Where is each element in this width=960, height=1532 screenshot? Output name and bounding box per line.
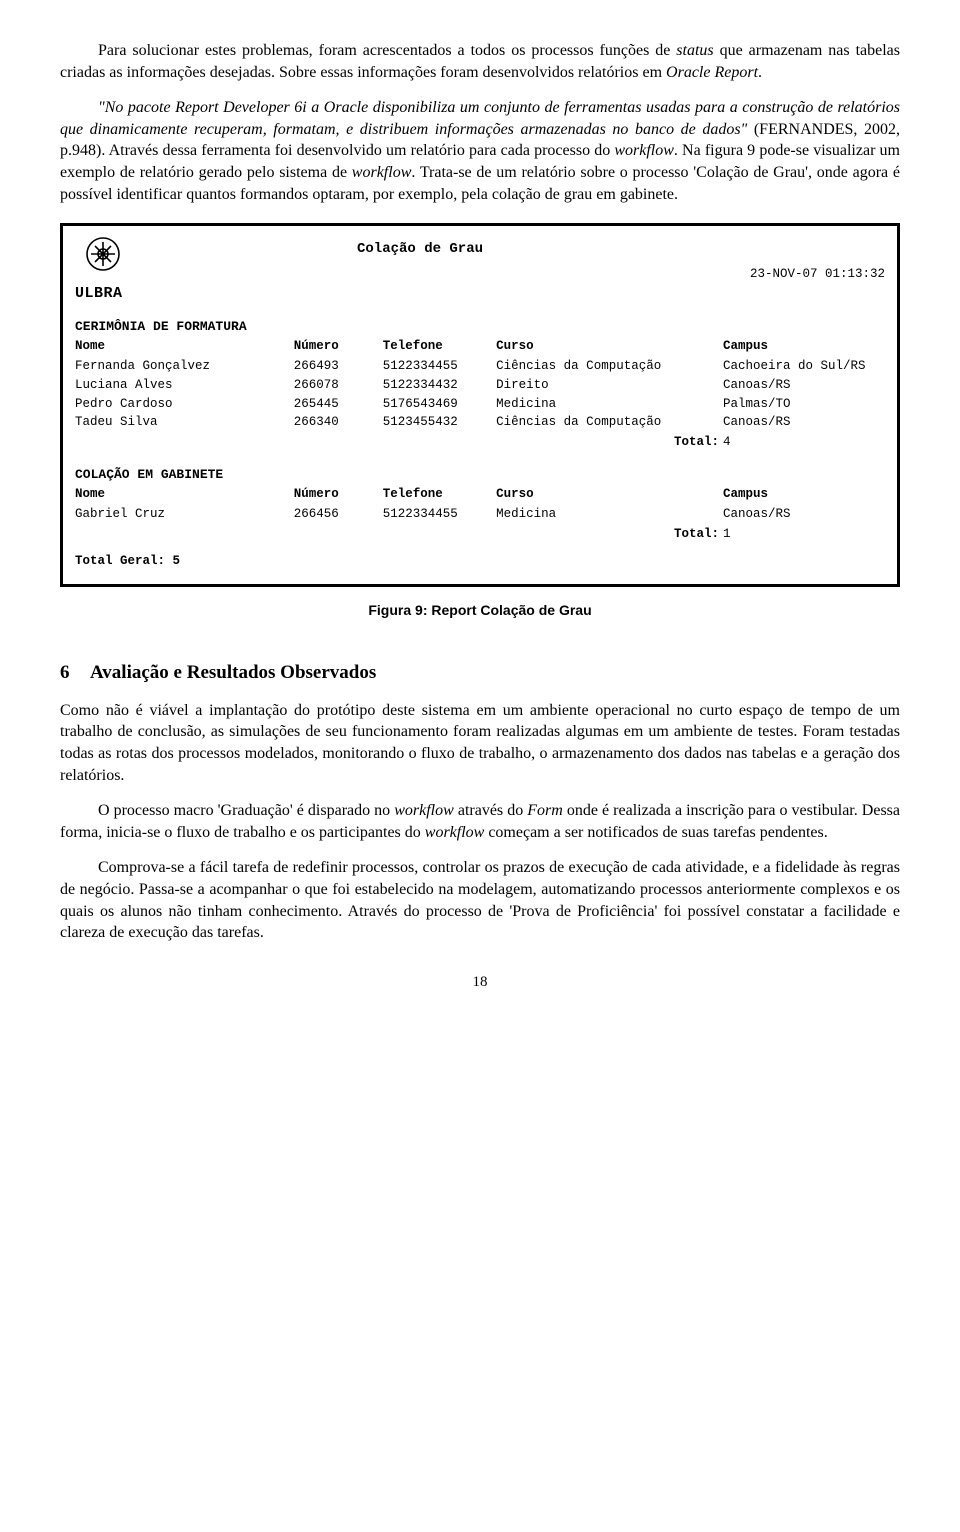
text-italic: workflow [614,142,674,159]
subtotal-row: Total: 4 [75,432,885,452]
cell: Canoas/RS [723,505,885,524]
col-campus: Campus [723,336,885,357]
section-title: Avaliação e Resultados Observados [90,662,376,683]
table-header-row: Nome Número Telefone Curso Campus [75,336,885,357]
cell: Medicina [496,395,723,414]
subtotal-label: Total: [496,432,723,452]
col-telefone: Telefone [383,484,496,505]
cell: Canoas/RS [723,376,885,395]
cell: 5122334455 [383,357,496,376]
cell: Tadeu Silva [75,413,294,432]
table-row: Pedro Cardoso2654455176543469MedicinaPal… [75,395,885,414]
text-italic: Form [527,802,563,819]
subtotal-value: 1 [723,524,885,544]
report-table-formatura: Nome Número Telefone Curso Campus Fernan… [75,336,885,452]
cell: Cachoeira do Sul/RS [723,357,885,376]
cell: Direito [496,376,723,395]
report-figure: ULBRA Colação de Grau 23-NOV-07 01:13:32… [60,223,900,587]
cell: Gabriel Cruz [75,505,294,524]
cell: Fernanda Gonçalvez [75,357,294,376]
cell: 5123455432 [383,413,496,432]
subtotal-value: 4 [723,432,885,452]
subtotal-row: Total: 1 [75,524,885,544]
text-italic: status [676,42,713,59]
report-table-gabinete: Nome Número Telefone Curso Campus Gabrie… [75,484,885,544]
col-nome: Nome [75,484,294,505]
cell: 5176543469 [383,395,496,414]
cell: 266456 [294,505,383,524]
report-timestamp: 23-NOV-07 01:13:32 [685,236,885,283]
table-row: Gabriel Cruz2664565122334455MedicinaCano… [75,505,885,524]
paragraph-2: "No pacote Report Developer 6i a Oracle … [60,97,900,205]
col-curso: Curso [496,484,723,505]
report-section-title: CERIMÔNIA DE FORMATURA [75,318,885,336]
col-numero: Número [294,484,383,505]
section-heading: 6Avaliação e Resultados Observados [60,660,900,686]
text-italic: workflow [425,824,485,841]
text: através do [454,802,527,819]
cell: Medicina [496,505,723,524]
section-number: 6 [60,660,90,686]
cell: 5122334432 [383,376,496,395]
text-italic: Oracle Report [666,64,758,81]
report-section-title: COLAÇÃO EM GABINETE [75,466,885,484]
table-row: Luciana Alves2660785122334432DireitoCano… [75,376,885,395]
text: começam a ser notificados de suas tarefa… [484,824,827,841]
text-italic: workflow [352,164,412,181]
cell: Ciências da Computação [496,357,723,376]
paragraph-4: O processo macro 'Graduação' é disparado… [60,800,900,843]
paragraph-3: Como não é viável a implantação do protó… [60,700,900,786]
table-row: Tadeu Silva2663405123455432Ciências da C… [75,413,885,432]
logo-text: ULBRA [75,284,155,304]
col-campus: Campus [723,484,885,505]
cell: Pedro Cardoso [75,395,294,414]
table-row: Fernanda Gonçalvez2664935122334455Ciênci… [75,357,885,376]
text: O processo macro 'Graduação' é disparado… [98,802,394,819]
report-header: ULBRA Colação de Grau 23-NOV-07 01:13:32 [75,236,885,304]
col-telefone: Telefone [383,336,496,357]
cell: 266493 [294,357,383,376]
text: Para solucionar estes problemas, foram a… [98,42,676,59]
cell: Ciências da Computação [496,413,723,432]
page-number: 18 [60,972,900,992]
cell: Luciana Alves [75,376,294,395]
table-header-row: Nome Número Telefone Curso Campus [75,484,885,505]
text-italic: workflow [394,802,454,819]
paragraph-5: Comprova-se a fácil tarefa de redefinir … [60,857,900,943]
report-title: Colação de Grau [155,236,685,259]
cell: 266340 [294,413,383,432]
subtotal-label: Total: [496,524,723,544]
cell: Palmas/TO [723,395,885,414]
cell: 266078 [294,376,383,395]
cell: Canoas/RS [723,413,885,432]
col-nome: Nome [75,336,294,357]
text: . [758,64,762,81]
report-logo: ULBRA [75,236,155,304]
grand-total: Total Geral: 5 [75,553,885,570]
cell: 265445 [294,395,383,414]
figure-caption: Figura 9: Report Colação de Grau [60,601,900,620]
col-numero: Número [294,336,383,357]
cell: 5122334455 [383,505,496,524]
ulbra-logo-icon [75,236,131,282]
col-curso: Curso [496,336,723,357]
paragraph-1: Para solucionar estes problemas, foram a… [60,40,900,83]
